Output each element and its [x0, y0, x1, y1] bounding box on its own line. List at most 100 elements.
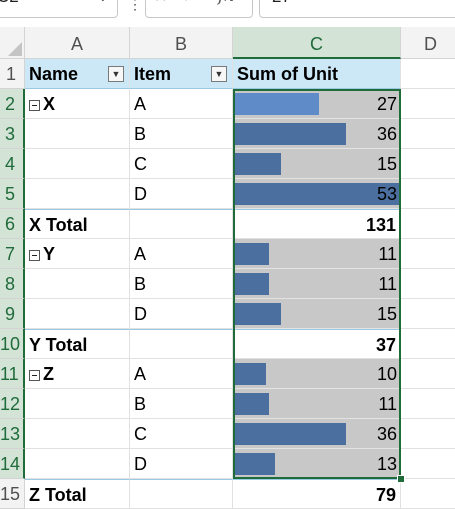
data-bar — [235, 393, 269, 415]
pivot-item-text: B — [134, 124, 147, 144]
column-header-a[interactable]: A — [25, 27, 130, 59]
pivot-value-cell[interactable]: 36 — [233, 419, 401, 449]
cell-d[interactable] — [401, 239, 455, 269]
pivot-item-cell[interactable] — [130, 329, 233, 359]
pivot-item-cell[interactable]: C — [130, 149, 233, 179]
pivot-value-cell[interactable]: 36 — [233, 119, 401, 149]
pivot-item-cell[interactable]: D — [130, 179, 233, 209]
row-header-14[interactable]: 14 — [0, 449, 25, 479]
pivot-name-cell[interactable] — [25, 179, 130, 209]
filter-dropdown-icon[interactable]: ▼ — [211, 66, 227, 82]
cell-d[interactable] — [401, 449, 455, 479]
pivot-name-cell[interactable] — [25, 149, 130, 179]
pivot-name-cell[interactable] — [25, 419, 130, 449]
pivot-item-cell[interactable]: D — [130, 449, 233, 479]
row-header-2[interactable]: 2 — [0, 89, 25, 119]
pivot-value-cell[interactable]: 13 — [233, 449, 401, 479]
cell-d[interactable] — [401, 119, 455, 149]
pivot-header-sum[interactable]: Sum of Unit — [233, 59, 401, 89]
formula-input[interactable]: 27 — [259, 0, 455, 18]
pivot-item-cell[interactable]: B — [130, 389, 233, 419]
row-header-4[interactable]: 4 — [0, 149, 25, 179]
pivot-total-label[interactable]: Y Total — [25, 329, 130, 359]
cell-d[interactable] — [401, 359, 455, 389]
row-header-1[interactable]: 1 — [0, 59, 25, 89]
total-value: 37 — [375, 335, 396, 355]
collapse-icon[interactable] — [29, 100, 40, 111]
check-icon[interactable]: ✓ — [182, 0, 195, 7]
pivot-value-cell[interactable]: 11 — [233, 239, 401, 269]
pivot-header-item[interactable]: Item ▼ — [130, 59, 233, 89]
close-icon[interactable]: ✕ — [154, 0, 167, 7]
collapse-icon[interactable] — [29, 250, 40, 261]
pivot-item-cell[interactable]: A — [130, 359, 233, 389]
pivot-item-cell[interactable]: A — [130, 89, 233, 119]
fill-handle[interactable] — [397, 475, 405, 483]
row-header-10[interactable]: 10 — [0, 329, 25, 359]
pivot-value-cell[interactable]: 11 — [233, 269, 401, 299]
cell-d1[interactable] — [401, 59, 455, 89]
pivot-name-cell[interactable] — [25, 269, 130, 299]
pivot-name-cell[interactable]: X — [25, 89, 130, 119]
pivot-name-cell[interactable] — [25, 389, 130, 419]
cell-d[interactable] — [401, 89, 455, 119]
more-options-icon[interactable]: ⋮ — [128, 0, 142, 12]
column-header-d[interactable]: D — [401, 27, 455, 59]
column-header-b[interactable]: B — [130, 27, 233, 59]
cell-d[interactable] — [401, 299, 455, 329]
row-header-15[interactable]: 15 — [0, 479, 25, 509]
pivot-item-cell[interactable]: B — [130, 269, 233, 299]
cell-d[interactable] — [401, 389, 455, 419]
row-header-7[interactable]: 7 — [0, 239, 25, 269]
select-all-icon — [8, 42, 22, 56]
cell-d[interactable] — [401, 209, 455, 239]
select-all-button[interactable] — [0, 27, 25, 59]
cell-d[interactable] — [401, 479, 455, 509]
row-header-8[interactable]: 8 — [0, 269, 25, 299]
pivot-item-cell[interactable] — [130, 479, 233, 509]
pivot-header-name[interactable]: Name ▼ — [25, 59, 130, 89]
row-header-13[interactable]: 13 — [0, 419, 25, 449]
pivot-value-cell[interactable]: 15 — [233, 299, 401, 329]
column-header-c[interactable]: C — [233, 27, 401, 59]
row-header-9[interactable]: 9 — [0, 299, 25, 329]
row-header-5[interactable]: 5 — [0, 179, 25, 209]
pivot-name-cell[interactable] — [25, 449, 130, 479]
pivot-value-cell[interactable]: 27 — [233, 89, 401, 119]
pivot-item-cell[interactable] — [130, 209, 233, 239]
cell-d[interactable] — [401, 269, 455, 299]
row-header-12[interactable]: 12 — [0, 389, 25, 419]
pivot-value-cell[interactable]: 15 — [233, 149, 401, 179]
pivot-total-label[interactable]: Z Total — [25, 479, 130, 509]
pivot-item-cell[interactable]: A — [130, 239, 233, 269]
pivot-item-text: A — [134, 244, 147, 264]
filter-dropdown-icon[interactable]: ▼ — [108, 66, 124, 82]
name-box[interactable]: C2 ⌄ — [0, 0, 118, 18]
pivot-total-value-cell[interactable]: 79 — [233, 479, 401, 509]
unit-value: 53 — [376, 184, 397, 204]
pivot-item-text: A — [134, 94, 147, 114]
pivot-item-cell[interactable]: B — [130, 119, 233, 149]
pivot-name-cell[interactable] — [25, 119, 130, 149]
pivot-total-value-cell[interactable]: 37 — [233, 329, 401, 359]
insert-function-icon[interactable]: fx — [218, 0, 234, 6]
cell-d[interactable] — [401, 149, 455, 179]
pivot-name-cell[interactable] — [25, 299, 130, 329]
pivot-name-cell[interactable]: Y — [25, 239, 130, 269]
pivot-value-cell[interactable]: 10 — [233, 359, 401, 389]
cell-d[interactable] — [401, 329, 455, 359]
cell-d[interactable] — [401, 179, 455, 209]
collapse-icon[interactable] — [29, 370, 40, 381]
pivot-value-cell[interactable]: 11 — [233, 389, 401, 419]
row-header-3[interactable]: 3 — [0, 119, 25, 149]
chevron-down-icon[interactable]: ⌄ — [97, 0, 109, 5]
pivot-item-cell[interactable]: D — [130, 299, 233, 329]
row-header-11[interactable]: 11 — [0, 359, 25, 389]
pivot-total-value-cell[interactable]: 131 — [233, 209, 401, 239]
pivot-item-cell[interactable]: C — [130, 419, 233, 449]
pivot-total-label[interactable]: X Total — [25, 209, 130, 239]
row-header-6[interactable]: 6 — [0, 209, 25, 239]
pivot-value-cell[interactable]: 53 — [233, 179, 401, 209]
pivot-name-cell[interactable]: Z — [25, 359, 130, 389]
cell-d[interactable] — [401, 419, 455, 449]
